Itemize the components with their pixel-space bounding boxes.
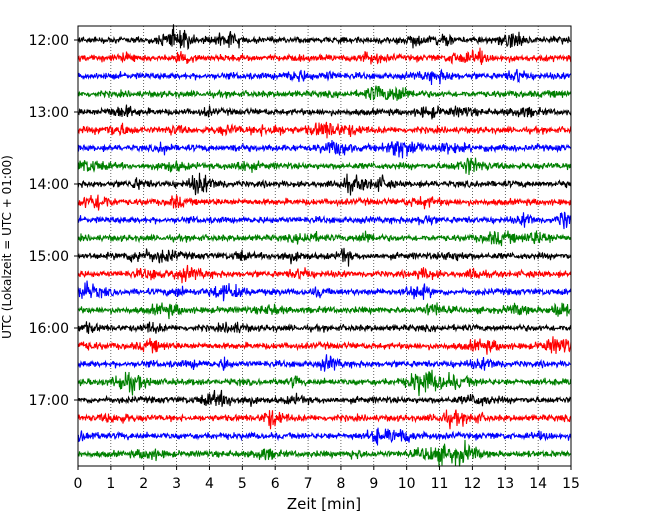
x-tick-label: 2 <box>139 476 148 492</box>
trace-line <box>77 369 572 397</box>
x-tick-label: 11 <box>431 476 449 492</box>
trace-line <box>77 194 572 211</box>
trace-line <box>77 409 572 430</box>
x-tick-label: 9 <box>369 476 378 492</box>
trace-line <box>77 121 572 139</box>
y-tick-label: 13:00 <box>29 105 69 121</box>
x-tick-label: 14 <box>529 476 547 492</box>
y-tick-label: 15:00 <box>29 249 69 265</box>
x-tick-label: 0 <box>74 476 83 492</box>
x-axis: 0 1 2 3 4 5 6 7 8 9 10 11 12 13 14 15 <box>74 466 580 492</box>
trace-line <box>77 280 572 302</box>
x-tick-label: 6 <box>271 476 280 492</box>
y-tick-label: 17:00 <box>29 393 69 409</box>
trace-line <box>77 389 572 407</box>
trace-line <box>77 157 572 176</box>
x-tick-label: 8 <box>336 476 345 492</box>
trace-line <box>77 85 572 101</box>
grid-lines <box>110 26 539 466</box>
y-axis: 12:00 13:00 14:00 15:00 16:00 17:00 <box>29 33 78 409</box>
trace-line <box>77 354 572 372</box>
trace-line <box>77 24 572 51</box>
trace-line <box>77 427 572 446</box>
x-tick-label: 4 <box>205 476 214 492</box>
trace-line <box>77 172 572 196</box>
x-tick-label: 13 <box>496 476 514 492</box>
y-tick-label: 14:00 <box>29 177 69 193</box>
trace-line <box>77 321 572 334</box>
plot-frame <box>77 25 572 467</box>
trace-line <box>77 336 572 355</box>
x-tick-label: 7 <box>304 476 313 492</box>
y-tick-label: 12:00 <box>29 33 69 49</box>
y-axis-label: UTC (Lokalzeit = UTC + 01:00) <box>0 155 14 339</box>
x-tick-label: 15 <box>562 476 580 492</box>
trace-line <box>77 302 572 320</box>
trace-line <box>77 68 572 86</box>
x-tick-label: 10 <box>398 476 416 492</box>
trace-line <box>77 47 572 65</box>
trace-line <box>77 211 572 230</box>
trace-line <box>77 247 572 267</box>
y-tick-label: 16:00 <box>29 321 69 337</box>
trace-line <box>77 139 572 159</box>
x-tick-label: 1 <box>106 476 115 492</box>
trace-line <box>77 439 572 468</box>
traces <box>77 24 572 468</box>
x-tick-label: 3 <box>172 476 181 492</box>
x-tick-label: 12 <box>463 476 481 492</box>
trace-line <box>77 230 572 247</box>
trace-line <box>77 104 572 120</box>
x-tick-label: 5 <box>238 476 247 492</box>
trace-line <box>77 264 572 284</box>
x-axis-label: Zeit [min] <box>287 495 361 513</box>
